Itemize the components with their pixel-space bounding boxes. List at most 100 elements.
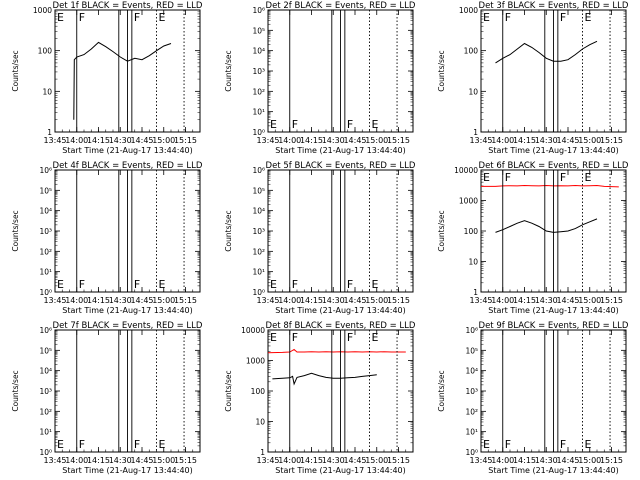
x-tick-label: 14:45 [343,456,366,465]
event-marker-label: F [505,11,511,24]
y-tick-label: 10⁵ [252,186,265,195]
y-tick-label: 10⁰ [252,288,265,297]
y-tick-label: 10⁴ [252,207,265,216]
panel-title: Det 2f BLACK = Events, RED = LLD [266,1,416,11]
event-marker-label: F [347,118,353,131]
y-axis-label: Counts/sec [437,370,446,411]
x-tick-label: 15:15 [600,456,623,465]
y-axis-label: Counts/sec [224,50,233,91]
event-marker-label: E [585,438,592,451]
event-marker-label: F [79,438,85,451]
detector-panel: Det 5f BLACK = Events, RED = LLD13:4514:… [224,161,416,315]
y-tick-label: 10¹ [39,428,52,437]
y-tick-label: 100 [464,227,479,236]
x-tick-label: 14:00 [65,456,88,465]
y-tick-label: 1 [473,288,478,297]
panel-title: Det 9f BLACK = Events, RED = LLD [479,321,629,331]
event-marker-label: E [57,278,64,291]
x-tick-label: 14:15 [300,136,323,145]
event-marker-label: E [585,171,592,184]
event-marker-label: E [483,438,490,451]
y-axis-label: Counts/sec [437,210,446,251]
y-tick-label: 10³ [39,387,52,396]
x-tick-label: 15:00 [578,296,601,305]
event-marker-label: E [159,438,166,451]
y-tick-label: 1 [260,448,265,457]
x-tick-label: 15:15 [600,296,623,305]
x-tick-label: 14:45 [556,456,579,465]
y-tick-label: 10⁶ [252,166,265,175]
x-tick-label: 15:00 [365,456,388,465]
panel-title: Det 1f BLACK = Events, RED = LLD [53,1,203,11]
y-tick-label: 10² [39,247,52,256]
detector-panel: Det 6f BLACK = Events, RED = LLD13:4514:… [437,161,629,315]
x-axis-label: Start Time (21-Aug-17 13:44:40) [62,466,193,475]
x-tick-label: 14:00 [278,296,301,305]
x-axis-label: Start Time (21-Aug-17 13:44:40) [62,146,193,155]
x-tick-label: 13:45 [469,456,492,465]
x-tick-label: 13:45 [256,136,279,145]
y-axis-label: Counts/sec [437,50,446,91]
y-tick-label: 10¹ [39,268,52,277]
y-tick-label: 10² [252,87,265,96]
y-tick-label: 1000 [459,6,478,15]
event-marker-label: F [292,118,298,131]
x-axis-label: Start Time (21-Aug-17 13:44:40) [275,146,406,155]
x-tick-label: 14:45 [556,296,579,305]
y-tick-label: 10⁵ [252,26,265,35]
x-tick-label: 14:00 [278,136,301,145]
x-axis-label: Start Time (21-Aug-17 13:44:40) [275,306,406,315]
event-marker-label: F [560,438,566,451]
y-tick-label: 1000 [459,197,478,206]
event-marker-label: E [270,118,277,131]
y-tick-label: 10¹ [252,268,265,277]
y-tick-label: 1000 [246,357,265,366]
y-tick-label: 10 [468,258,478,267]
x-tick-label: 14:30 [322,456,345,465]
x-tick-label: 14:30 [109,456,132,465]
y-tick-label: 10 [42,87,52,96]
x-tick-label: 14:30 [109,296,132,305]
y-tick-label: 10⁶ [39,326,52,335]
y-tick-label: 10³ [252,67,265,76]
x-tick-label: 14:45 [343,296,366,305]
event-marker-label: E [57,11,64,24]
y-axis-label: Counts/sec [11,210,20,251]
x-tick-label: 14:15 [87,296,110,305]
y-tick-label: 10² [252,247,265,256]
detector-panel: Det 1f BLACK = Events, RED = LLD13:4514:… [11,1,203,155]
x-tick-label: 14:45 [130,136,153,145]
x-tick-label: 14:45 [130,456,153,465]
event-marker-label: E [159,11,166,24]
x-tick-label: 14:15 [513,456,536,465]
y-tick-label: 1 [47,128,52,137]
y-tick-label: 10000 [241,326,265,335]
series-line [495,40,598,64]
y-tick-label: 10 [255,418,265,427]
x-tick-label: 14:30 [109,136,132,145]
panel-title: Det 5f BLACK = Events, RED = LLD [266,161,416,171]
x-tick-label: 15:00 [152,456,175,465]
event-marker-label: F [134,278,140,291]
x-tick-label: 13:45 [256,296,279,305]
y-tick-label: 10⁵ [465,346,478,355]
y-tick-label: 10000 [454,166,478,175]
x-tick-label: 14:00 [491,456,514,465]
x-tick-label: 15:15 [387,456,410,465]
y-tick-label: 10¹ [465,428,478,437]
y-tick-label: 10⁰ [465,448,478,457]
detector-panel: Det 7f BLACK = Events, RED = LLD13:4514:… [11,321,203,475]
x-tick-label: 14:15 [513,136,536,145]
x-axis-label: Start Time (21-Aug-17 13:44:40) [62,306,193,315]
x-tick-label: 14:30 [535,296,558,305]
y-tick-label: 10⁵ [39,186,52,195]
x-tick-label: 15:15 [174,296,197,305]
y-tick-label: 10⁴ [39,367,52,376]
x-axis-label: Start Time (21-Aug-17 13:44:40) [488,306,619,315]
y-tick-label: 1 [473,128,478,137]
y-tick-label: 10³ [39,227,52,236]
series-line [73,41,172,120]
panel-title: Det 4f BLACK = Events, RED = LLD [53,161,203,171]
y-axis-label: Counts/sec [11,370,20,411]
y-axis-label: Counts/sec [224,210,233,251]
